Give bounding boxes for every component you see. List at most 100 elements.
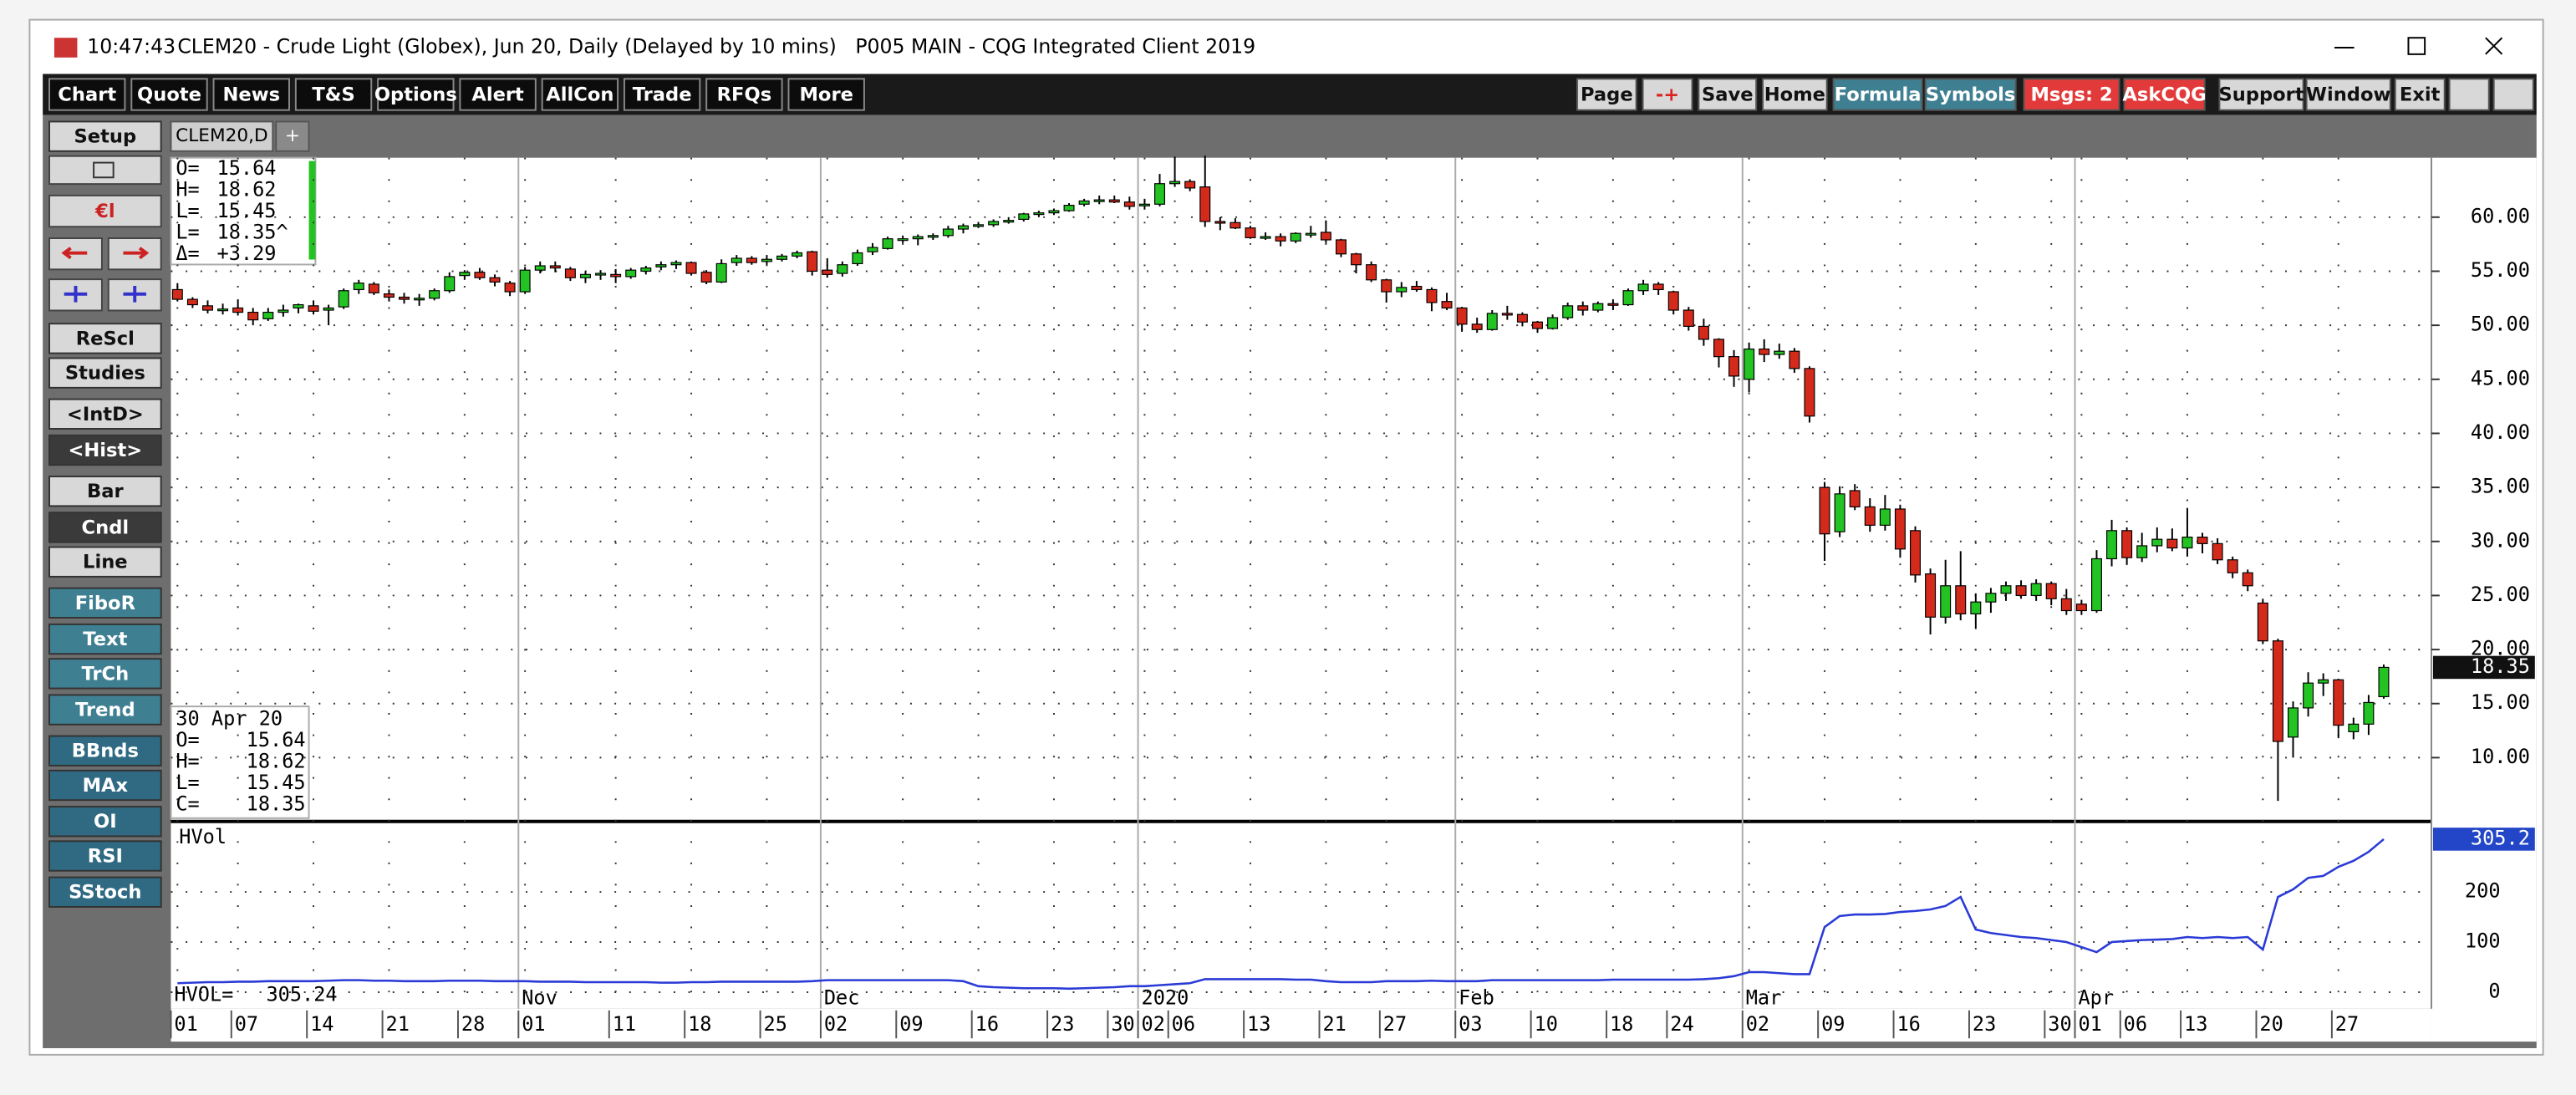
candle-body [882, 238, 893, 249]
candle-body [776, 255, 788, 260]
icon-button[interactable] [2448, 78, 2490, 111]
candle-body [1562, 305, 1574, 318]
sidebar-button[interactable] [48, 512, 162, 543]
print-icon [93, 161, 115, 179]
readout-box [170, 705, 310, 819]
maximize[interactable] [2407, 37, 2426, 55]
candle-body [2363, 701, 2375, 725]
sidebar-button[interactable] [48, 623, 162, 655]
sidebar-button[interactable] [48, 658, 162, 690]
toolbar-button[interactable] [1924, 78, 2017, 111]
readout-value: 15.64 [216, 156, 276, 180]
candle-body [2288, 707, 2299, 738]
sidebar-button-label: BBnds [72, 741, 139, 762]
candle-body [957, 225, 969, 230]
x-tick-label: 09 [899, 1012, 923, 1036]
sidebar-button[interactable] [48, 587, 162, 619]
x-tick-label: 23 [1973, 1012, 1996, 1036]
y-tick-label: 60.00 [2471, 204, 2530, 227]
toolbar-button[interactable] [1762, 78, 1828, 111]
icon-button[interactable] [2492, 78, 2534, 111]
sidebar-button[interactable] [48, 806, 162, 838]
sidebar-button[interactable] [48, 694, 162, 726]
candle-body [2075, 604, 2087, 612]
candle-body [368, 283, 379, 293]
candle-body [2197, 537, 2208, 544]
x-tick-label: 02 [1746, 1012, 1769, 1036]
toolbar-button[interactable] [48, 78, 126, 111]
toolbar-button[interactable] [2305, 78, 2391, 111]
toolbar-button[interactable] [130, 78, 208, 111]
candle-body [1305, 232, 1316, 236]
x-tick-label: 10 [1535, 1012, 1558, 1036]
toolbar-button[interactable] [212, 78, 290, 111]
close[interactable] [2485, 37, 2503, 55]
toolbar-button[interactable] [1642, 78, 1693, 111]
toolbar-button[interactable] [294, 78, 373, 111]
sidebar-button[interactable] [48, 120, 162, 152]
candle-body [655, 264, 667, 267]
x-tick-label: 01 [2078, 1012, 2101, 1036]
sidebar-button[interactable] [48, 735, 162, 766]
y-tick-label: 55.00 [2471, 258, 2530, 282]
candle-body [414, 298, 425, 301]
sidebar-button[interactable] [48, 434, 162, 466]
toolbar-button[interactable] [787, 78, 865, 111]
toolbar-button[interactable] [2394, 78, 2446, 111]
candle-body [1532, 321, 1543, 329]
toolbar-button[interactable] [377, 78, 455, 111]
toolbar-button[interactable] [705, 78, 783, 111]
candle-body [1607, 303, 1619, 306]
sidebar-button[interactable] [48, 876, 162, 908]
sidebar-button[interactable] [48, 398, 162, 430]
candle-body [2303, 682, 2314, 709]
sidebar-button[interactable] [48, 840, 162, 872]
app-icon [53, 38, 78, 58]
readout-date: 30 Apr 20 [176, 706, 283, 730]
sidebar-button[interactable] [48, 769, 162, 802]
toolbar-button[interactable] [1832, 78, 1923, 111]
candle-body [700, 272, 712, 283]
month-label: 2020 [1142, 986, 1189, 1010]
toolbar-button[interactable] [2123, 78, 2206, 111]
sidebar-button-label: Bar [87, 481, 124, 502]
readout-label: L= [176, 199, 199, 222]
candle-body [2227, 559, 2238, 573]
x-tick-label: 07 [235, 1012, 258, 1036]
y-tick-label: 35.00 [2471, 475, 2530, 498]
readout-label: O= [176, 728, 199, 751]
x-tick-label: 03 [1459, 1012, 1482, 1036]
toolbar-button-label: AskCQG [2122, 84, 2206, 105]
sidebar-button[interactable] [48, 476, 162, 507]
candle-body [792, 252, 803, 257]
candle-body [186, 298, 198, 306]
candle-body [2333, 679, 2344, 726]
candle-body [1003, 220, 1015, 223]
sidebar-button[interactable] [48, 323, 162, 354]
candle-body [640, 267, 652, 272]
print-button[interactable] [48, 155, 162, 186]
icon-button[interactable] [48, 194, 162, 228]
candle-body [1925, 573, 1937, 618]
toolbar-button[interactable] [2218, 78, 2304, 111]
sidebar-button[interactable] [48, 357, 162, 389]
readout-label: L= [176, 771, 199, 794]
toolbar-button[interactable] [623, 78, 701, 111]
candle-body [1577, 305, 1589, 311]
sidebar-button[interactable] [48, 546, 162, 578]
candle-body [610, 273, 622, 278]
candle-body [807, 251, 818, 272]
tab[interactable] [275, 120, 310, 152]
toolbar-button[interactable] [541, 78, 619, 111]
toolbar-button[interactable] [1698, 78, 1758, 111]
candle-body [1366, 264, 1377, 281]
last-value-box [2432, 828, 2535, 851]
toolbar-button[interactable] [1576, 78, 1637, 111]
candle-body [1154, 183, 1166, 205]
tab[interactable] [170, 120, 274, 152]
toolbar-button[interactable] [2023, 78, 2120, 111]
toolbar-button[interactable] [459, 78, 537, 111]
candle-body [897, 238, 909, 242]
y-tick-label: 15.00 [2471, 690, 2530, 714]
candle-body [1063, 204, 1075, 211]
